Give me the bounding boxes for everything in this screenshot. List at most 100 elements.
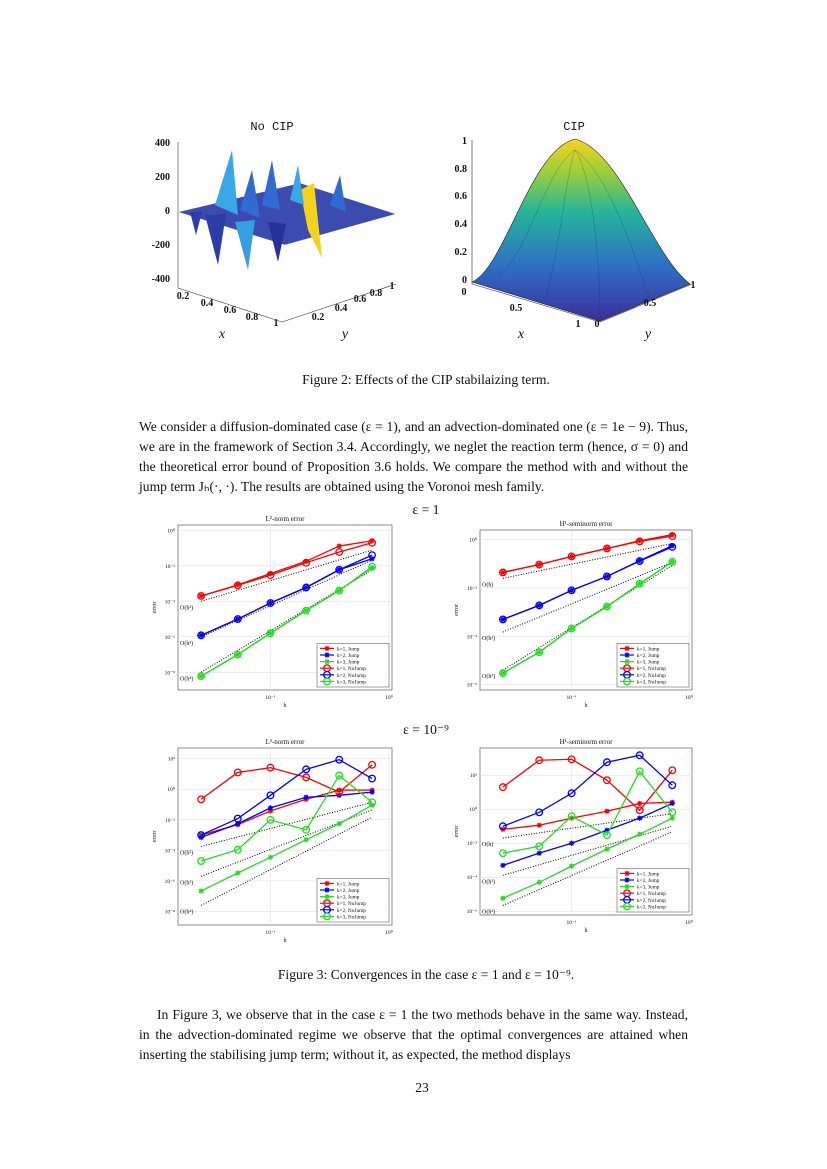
marker: [637, 815, 643, 821]
legend-label: k=3, Jump: [337, 895, 360, 901]
legend-label: k=3, Jump: [337, 660, 360, 666]
reference-line: [200, 569, 373, 673]
legend-label: k=1, Jump: [337, 881, 360, 887]
marker: [369, 538, 375, 544]
marker: [669, 815, 675, 821]
series-line: [200, 758, 373, 836]
marker: [235, 870, 241, 876]
y-tick-label: 10²: [168, 757, 176, 763]
marker: [623, 902, 631, 911]
marker: [303, 837, 309, 843]
reference-line: [200, 816, 373, 906]
panel-title: CIP: [563, 120, 585, 134]
marker: [568, 815, 575, 821]
marker: [668, 542, 677, 551]
marker: [535, 808, 544, 817]
legend-label: k=3, NoJump: [337, 679, 366, 685]
marker: [369, 564, 375, 571]
reference-label: O(h³): [482, 673, 495, 680]
z-tick-label: 0.4: [455, 219, 468, 230]
y-tick-label: 0.8: [370, 288, 383, 299]
legend-label: k=1, NoJump: [637, 666, 666, 672]
marker: [302, 558, 311, 567]
marker: [267, 570, 274, 577]
marker: [324, 880, 330, 886]
marker: [498, 783, 507, 792]
marker: [335, 771, 344, 780]
marker: [604, 827, 610, 833]
marker: [602, 572, 611, 581]
z-tick-label: 0.2: [455, 247, 468, 258]
z-tick-label: 1: [462, 136, 467, 147]
series-line: [502, 535, 673, 574]
marker: [602, 544, 611, 553]
marker: [266, 791, 275, 800]
x-tick-label: 10⁻¹: [265, 930, 275, 936]
marker: [233, 615, 242, 623]
chart-title: H¹-seminorm error: [560, 520, 614, 528]
legend-label: k=2, Jump: [337, 888, 360, 894]
marker: [498, 849, 507, 858]
marker: [568, 863, 575, 869]
page-number: 23: [415, 1080, 429, 1095]
marker: [302, 606, 311, 615]
x-tick-label: 10⁻¹: [265, 695, 275, 701]
reference-label: O(h): [482, 581, 493, 588]
marker: [637, 831, 643, 837]
z-tick-label: 0.6: [455, 191, 468, 202]
marker: [668, 808, 677, 817]
x-tick-label: 10⁰: [685, 694, 694, 701]
legend-label: k=2, NoJump: [337, 673, 366, 679]
marker: [233, 814, 242, 823]
y-axis-label: error: [454, 826, 460, 838]
legend-label: k=1, NoJump: [337, 666, 366, 672]
y-tick-label: 10⁻⁴: [165, 848, 175, 854]
paragraph: In Figure 3, we observe that in the case…: [139, 1007, 688, 1062]
marker: [635, 537, 644, 546]
marker: [568, 840, 575, 846]
marker: [266, 629, 275, 638]
marker: [635, 767, 644, 776]
marker: [324, 894, 330, 900]
legend-label: k=2, Jump: [637, 878, 660, 884]
marker: [368, 798, 377, 807]
marker: [197, 795, 206, 804]
y-tick-label: 10⁻²: [165, 564, 175, 570]
panel-header: ε = 10⁻⁹: [403, 722, 449, 737]
reference-label: O(h³): [482, 908, 495, 915]
reference-line: [200, 559, 373, 638]
marker: [602, 758, 611, 767]
legend-label: k=2, Jump: [637, 653, 660, 659]
marker: [233, 581, 242, 590]
reference-line: [200, 549, 373, 602]
marker: [267, 808, 274, 814]
marker: [233, 768, 242, 777]
marker: [266, 763, 275, 772]
reference-line: [200, 809, 373, 877]
marker: [335, 788, 344, 797]
reference-line: [502, 543, 673, 579]
chart: 10² 10⁰ 10⁻² 10⁻⁴ 10⁻⁶ 10⁻¹ 10⁰ H¹-seminorm err…: [454, 738, 694, 934]
y-axis-label: error: [152, 602, 158, 614]
legend-label: k=1, NoJump: [337, 901, 366, 907]
chart: 10² 10⁰ 10⁻² 10⁻⁴ 10⁻⁶ 10⁻⁸ 10⁻¹ 10⁰ L²-norm err…: [152, 738, 394, 944]
marker: [498, 568, 507, 577]
figure-2-caption: Figure 2: Effects of the CIP stabilaizin…: [302, 372, 550, 387]
marker: [536, 850, 542, 856]
legend-label: k=2, NoJump: [637, 898, 666, 904]
marker: [302, 583, 311, 592]
marker: [536, 822, 542, 828]
x-tick-label: 10⁰: [385, 694, 394, 701]
x-axis-label: h: [585, 703, 588, 709]
z-tick-label: -400: [152, 274, 170, 285]
marker: [368, 551, 377, 560]
marker: [498, 822, 507, 831]
marker: [368, 774, 377, 783]
x-tick-label: 10⁻¹: [567, 695, 577, 701]
legend-label: k=2, NoJump: [637, 673, 666, 679]
marker: [635, 579, 644, 588]
marker: [197, 831, 206, 840]
marker: [604, 846, 610, 852]
marker: [324, 659, 330, 665]
